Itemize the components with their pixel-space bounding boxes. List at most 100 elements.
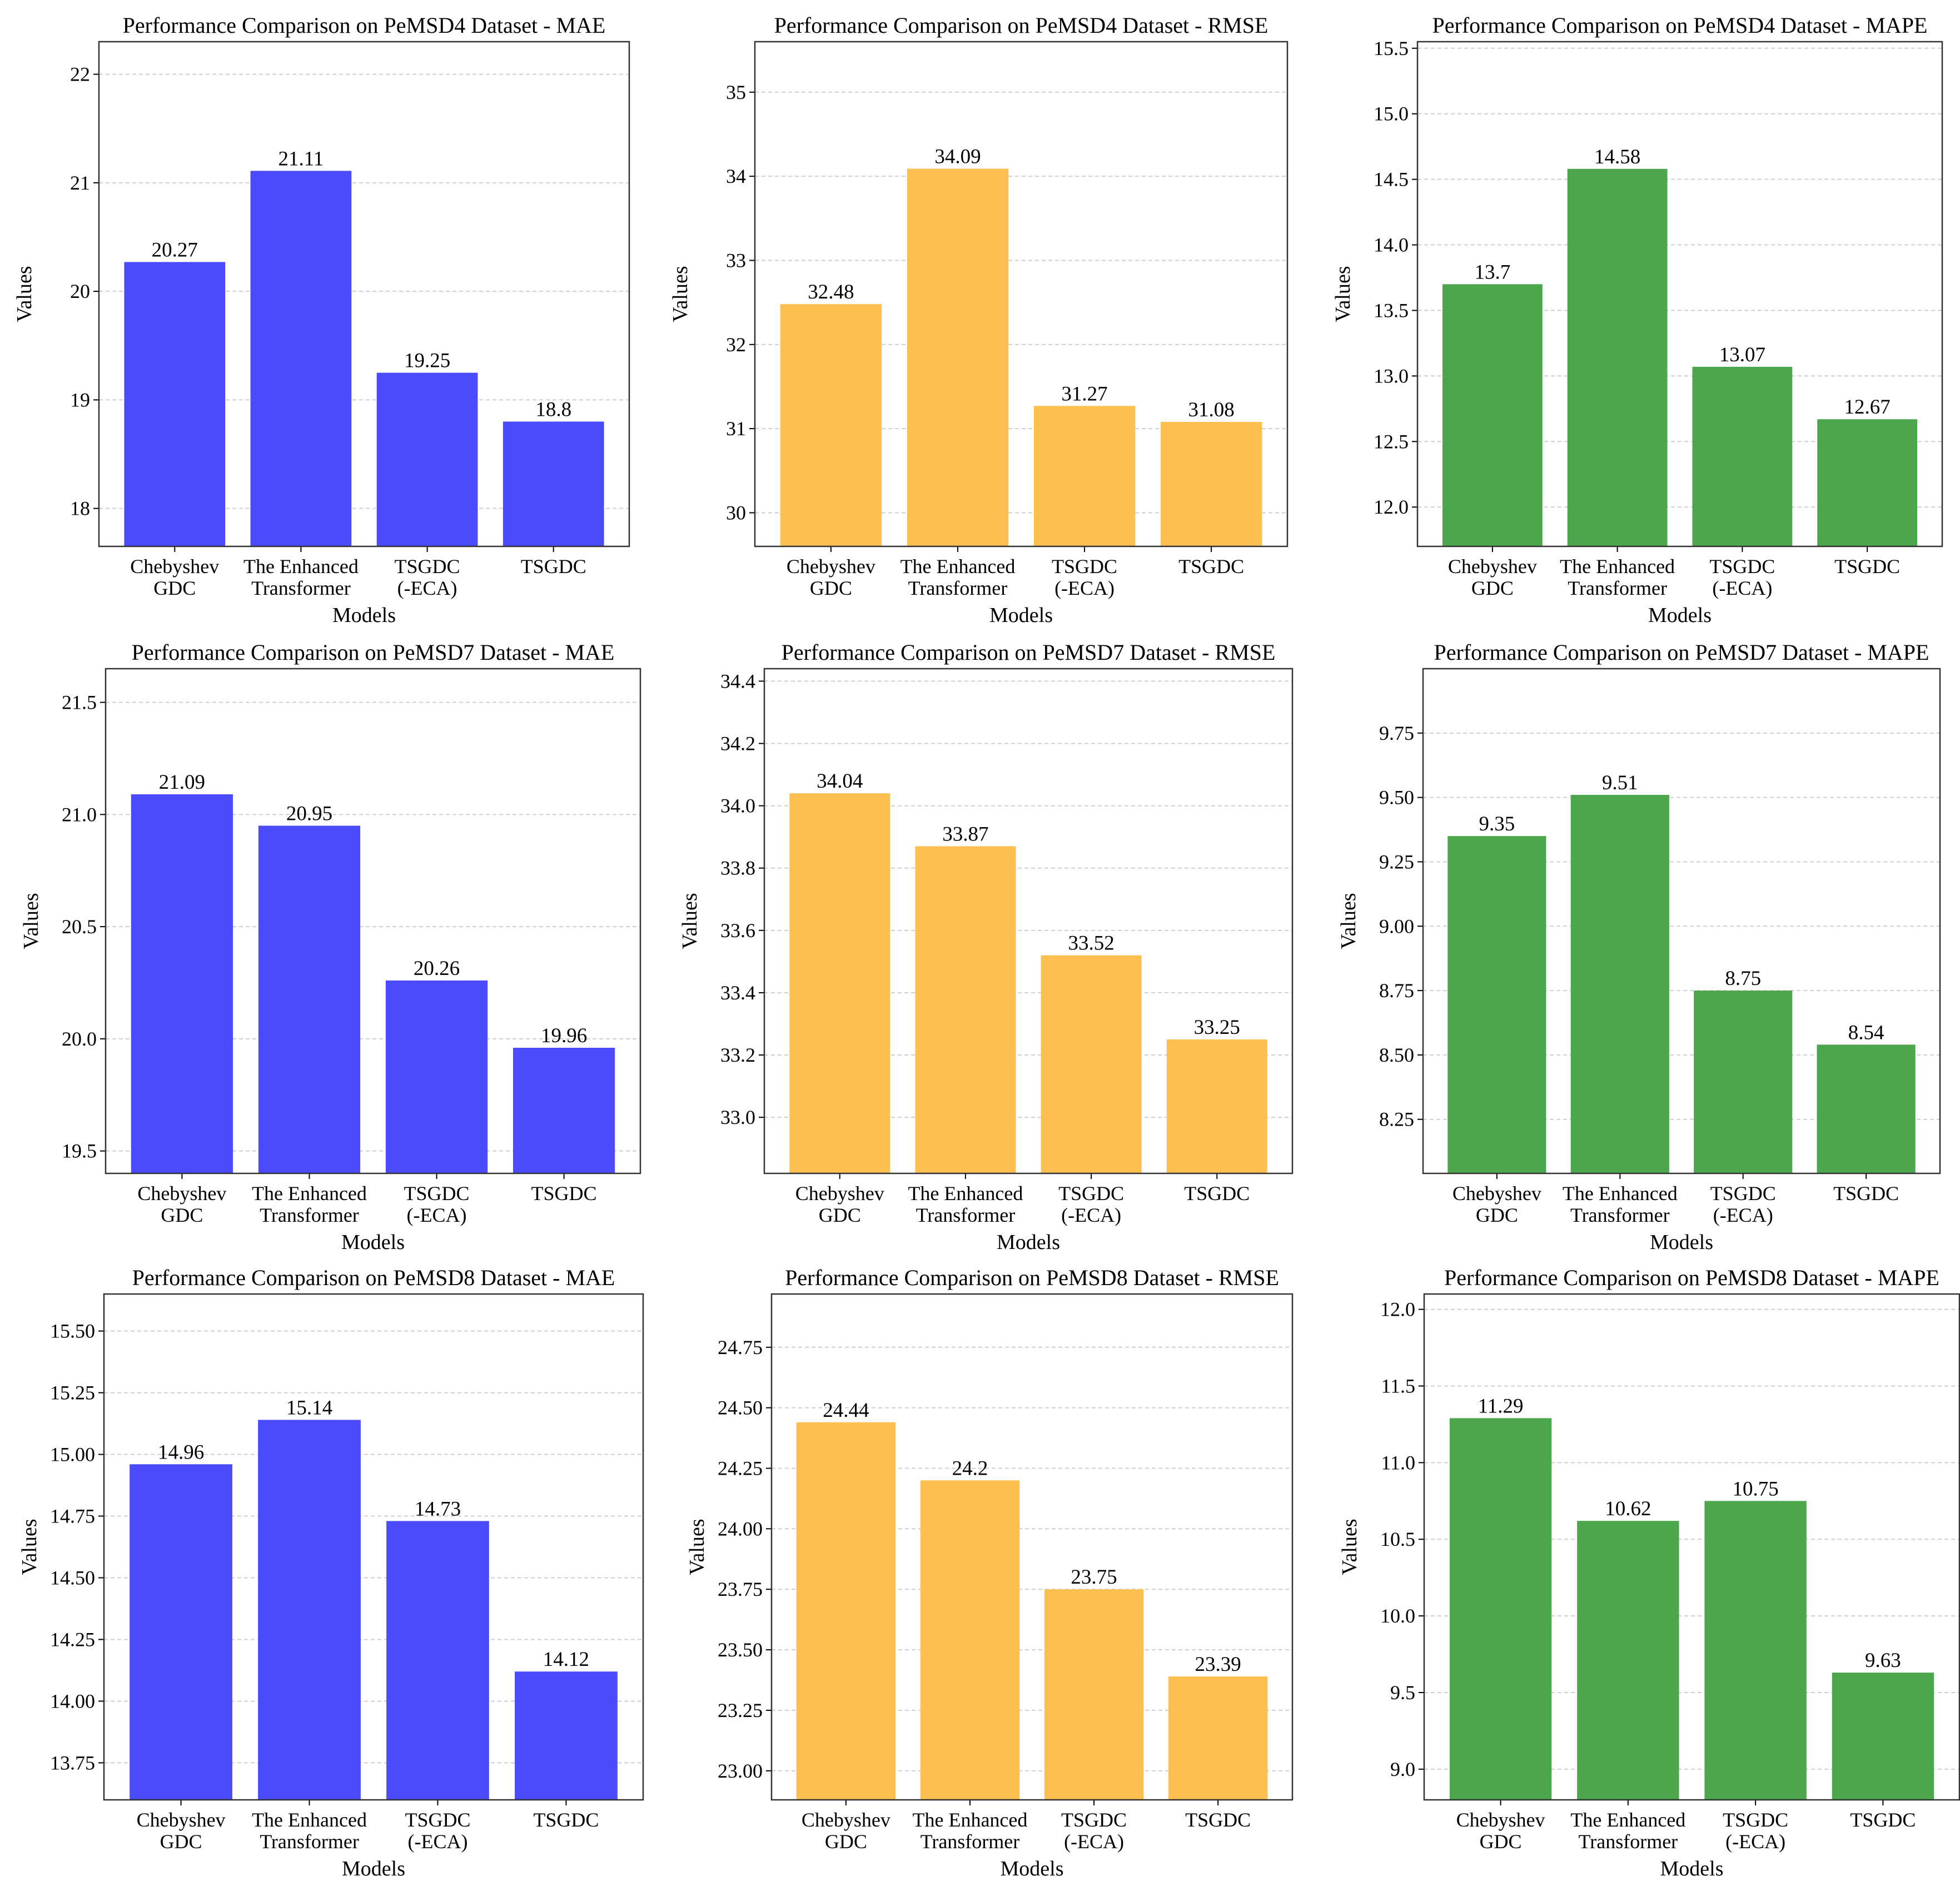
x-tick-label: The Enhanced [900, 555, 1015, 578]
y-axis-label: Values [1338, 1519, 1361, 1575]
y-tick-label: 20.5 [62, 915, 97, 938]
x-tick-label: Transformer [251, 577, 351, 599]
x-tick-label: GDC [153, 577, 196, 599]
y-tick-label: 33 [726, 249, 746, 271]
bar-value-label: 32.48 [808, 281, 854, 303]
y-tick-label: 15.00 [50, 1444, 95, 1466]
bar-value-label: 23.75 [1071, 1566, 1117, 1589]
y-tick-label: 15.50 [50, 1320, 95, 1342]
x-tick-label: (-ECA) [1725, 1830, 1785, 1853]
y-tick-label: 24.25 [718, 1457, 763, 1479]
y-tick-label: 33.2 [720, 1044, 755, 1066]
x-tick-label: TSGDC [1058, 1182, 1124, 1205]
x-tick-label: Chebyshev [1452, 1182, 1541, 1205]
x-tick-label: The Enhanced [1570, 1809, 1685, 1831]
y-tick-label: 12.0 [1380, 1298, 1415, 1321]
bar-value-label: 18.8 [535, 398, 571, 421]
x-tick-label: TSGDC [395, 555, 460, 578]
y-tick-label: 24.75 [718, 1336, 763, 1358]
x-tick-label: The Enhanced [908, 1182, 1023, 1205]
bar-value-label: 24.44 [823, 1399, 869, 1422]
bar [515, 1671, 618, 1800]
y-tick-label: 9.25 [1379, 850, 1414, 873]
x-tick-label: Chebyshev [1448, 555, 1537, 578]
bar-value-label: 14.73 [415, 1497, 461, 1520]
bar-value-label: 33.52 [1068, 932, 1114, 955]
x-tick-label: Chebyshev [795, 1182, 884, 1205]
x-tick-label: Transformer [1579, 1830, 1678, 1853]
bar-value-label: 9.35 [1479, 813, 1515, 835]
y-tick-label: 10.5 [1380, 1528, 1415, 1550]
x-tick-label: TSGDC [531, 1182, 597, 1205]
y-tick-label: 15.25 [50, 1382, 95, 1404]
chart-title: Performance Comparison on PeMSD7 Dataset… [132, 640, 615, 665]
x-tick-label: Chebyshev [787, 555, 875, 578]
bar-value-label: 24.2 [952, 1457, 988, 1480]
x-tick-label: The Enhanced [1560, 555, 1675, 578]
y-tick-label: 21.5 [62, 691, 97, 714]
bar [376, 372, 478, 546]
x-axis-label: Models [1648, 604, 1712, 627]
bar-value-label: 10.75 [1733, 1477, 1779, 1500]
bar [780, 304, 882, 546]
x-tick-label: Chebyshev [130, 555, 219, 578]
y-tick-label: 23.00 [718, 1760, 763, 1782]
bar [386, 1521, 489, 1800]
y-tick-label: 11.5 [1381, 1375, 1415, 1397]
y-tick-label: 14.0 [1374, 234, 1409, 256]
x-tick-label: Chebyshev [1456, 1809, 1545, 1831]
bar [124, 262, 226, 546]
y-tick-label: 18 [70, 497, 90, 520]
bar [1832, 1673, 1934, 1800]
x-tick-label: Transformer [260, 1204, 359, 1226]
x-tick-label: TSGDC [1052, 555, 1117, 578]
y-tick-label: 9.5 [1390, 1681, 1415, 1704]
plot-frame [1422, 668, 1941, 1175]
y-tick-label: 31 [726, 417, 746, 440]
bar [513, 1048, 615, 1173]
x-tick-label: TSGDC [1834, 555, 1900, 578]
x-tick-label: (-ECA) [407, 1830, 467, 1853]
bar-value-label: 15.14 [286, 1396, 332, 1419]
y-tick-label: 33.8 [720, 857, 755, 879]
y-tick-label: 13.75 [50, 1751, 95, 1774]
x-tick-label: Transformer [1568, 577, 1667, 599]
bar [1166, 1039, 1267, 1173]
y-tick-label: 20.0 [62, 1028, 97, 1050]
bar [796, 1422, 896, 1800]
y-tick-label: 9.50 [1379, 787, 1414, 809]
bar [1033, 406, 1136, 546]
chart-title: Performance Comparison on PeMSD7 Dataset… [1434, 640, 1929, 665]
x-tick-label: TSGDC [1178, 555, 1244, 578]
x-tick-label: TSGDC [1723, 1809, 1788, 1831]
bar-value-label: 23.39 [1195, 1653, 1241, 1676]
y-axis-label: Values [19, 893, 43, 949]
x-tick-label: Transformer [908, 577, 1008, 599]
y-tick-label: 33.6 [720, 919, 755, 942]
bar [1168, 1676, 1268, 1800]
plot-frame [105, 668, 641, 1175]
x-tick-label: Chebyshev [137, 1182, 226, 1205]
plot-frame [1423, 1293, 1960, 1801]
x-tick-label: TSGDC [1184, 1182, 1250, 1205]
x-tick-label: Chebyshev [137, 1809, 226, 1831]
x-axis-label: Models [332, 604, 396, 627]
y-tick-label: 8.25 [1379, 1108, 1414, 1131]
x-axis-label: Models [997, 1231, 1060, 1254]
bar-value-label: 13.7 [1474, 261, 1510, 283]
bar-value-label: 33.87 [942, 823, 988, 845]
y-tick-label: 14.00 [50, 1690, 95, 1712]
chart-panel: 13.75 14.00 14.25 14.50 14.75 15.00 15.25 15.50… [18, 1265, 644, 1880]
y-tick-label: 33.4 [720, 982, 755, 1004]
x-tick-label: TSGDC [1710, 1182, 1776, 1205]
bar-value-label: 8.75 [1725, 967, 1761, 990]
chart-panel: 23.00 23.25 23.50 23.75 24.00 24.25 24.50 24.75… [685, 1265, 1294, 1880]
bar-value-label: 21.11 [278, 147, 324, 170]
y-axis-label: Values [1331, 266, 1355, 322]
bar [1694, 991, 1793, 1173]
x-tick-label: The Enhanced [252, 1182, 367, 1205]
plot-frame [1416, 41, 1943, 548]
y-tick-label: 9.0 [1390, 1758, 1415, 1780]
